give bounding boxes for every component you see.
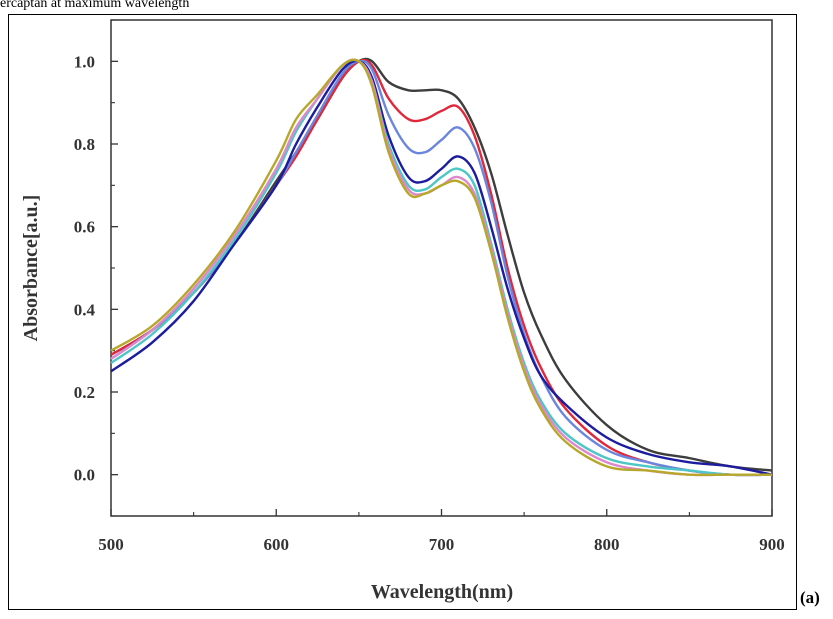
y-tick-label: 0.8: [74, 135, 95, 154]
series-line-4: [110, 59, 773, 476]
series-line-6: [110, 58, 772, 477]
x-tick-label: 800: [594, 535, 620, 554]
series-lines: [110, 57, 773, 477]
series-line-5: [110, 58, 773, 477]
y-tick-label: 0.2: [74, 383, 95, 402]
figure-frame: [8, 14, 797, 610]
x-tick-label: 700: [429, 535, 455, 554]
tick-labels: 500 600 700 800 900 0.0 0.2 0.4 0.6 0.8 1.0: [74, 52, 785, 554]
x-tick-label: 500: [98, 535, 124, 554]
x-tick-label: 600: [264, 535, 290, 554]
y-axis-title: Absorbance[a.u.]: [20, 195, 42, 342]
y-tick-label: 0.6: [74, 218, 95, 237]
panel-label: (a): [800, 588, 820, 607]
x-axis-title: Wavelength(nm): [371, 581, 513, 603]
x-tick-label: 900: [759, 535, 785, 554]
axis-ticks: [110, 19, 773, 517]
y-tick-label: 0.0: [74, 466, 95, 485]
series-line-1: [110, 57, 773, 472]
figure-caption: ercaptan at maximum wavelength: [0, 0, 190, 11]
y-tick-label: 0.4: [74, 300, 96, 319]
y-tick-label: 1.0: [74, 52, 95, 71]
series-line-7: [110, 58, 772, 477]
